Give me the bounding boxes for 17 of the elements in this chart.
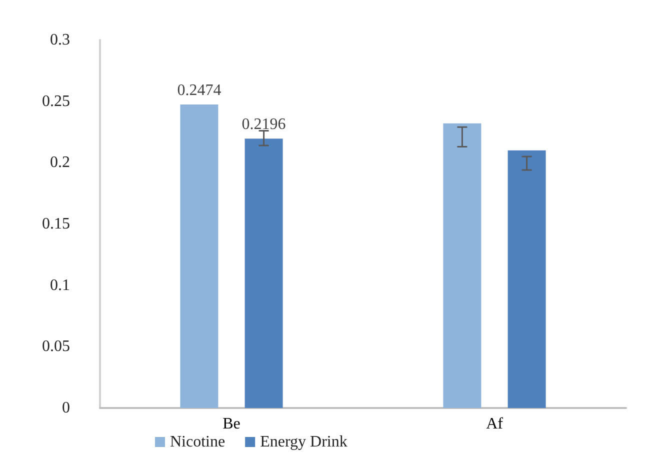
y-tick-label: 0.2 [50,154,70,172]
x-tick-label: Be [222,416,240,432]
bar [443,123,482,408]
data-label: 0.2474 [177,82,222,100]
y-tick-label: 0.15 [42,216,70,232]
legend-label: Nicotine [170,434,226,450]
data-label: 0.2196 [242,116,286,134]
bar [180,104,218,408]
y-tick-label: 0.05 [42,338,70,356]
bar [244,138,283,408]
y-tick-label: 0 [62,400,70,416]
x-tick-label: Af [486,416,504,432]
bar [508,150,546,408]
legend-label: Energy Drink [260,434,348,450]
y-tick-label: 0.25 [42,92,70,110]
y-tick-label: 0.1 [50,276,70,294]
y-tick-label: 0.3 [50,32,70,48]
